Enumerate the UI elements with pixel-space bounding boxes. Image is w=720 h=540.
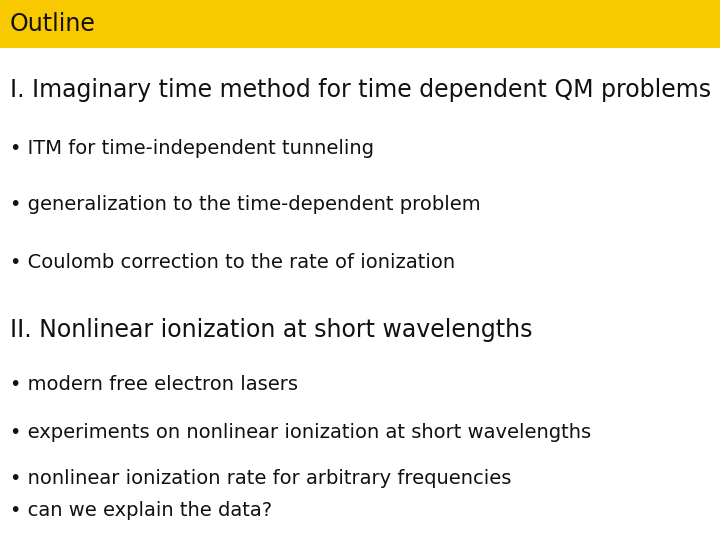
Text: • can we explain the data?: • can we explain the data? <box>10 501 272 519</box>
Text: Outline: Outline <box>10 12 96 36</box>
Text: II. Nonlinear ionization at short wavelengths: II. Nonlinear ionization at short wavele… <box>10 318 533 342</box>
Text: • nonlinear ionization rate for arbitrary frequencies: • nonlinear ionization rate for arbitrar… <box>10 469 511 489</box>
Text: • generalization to the time-dependent problem: • generalization to the time-dependent p… <box>10 195 481 214</box>
Text: • experiments on nonlinear ionization at short wavelengths: • experiments on nonlinear ionization at… <box>10 422 591 442</box>
Text: • modern free electron lasers: • modern free electron lasers <box>10 375 298 395</box>
Text: I. Imaginary time method for time dependent QM problems: I. Imaginary time method for time depend… <box>10 78 711 102</box>
Text: • ITM for time-independent tunneling: • ITM for time-independent tunneling <box>10 138 374 158</box>
Text: • Coulomb correction to the rate of ionization: • Coulomb correction to the rate of ioni… <box>10 253 455 272</box>
